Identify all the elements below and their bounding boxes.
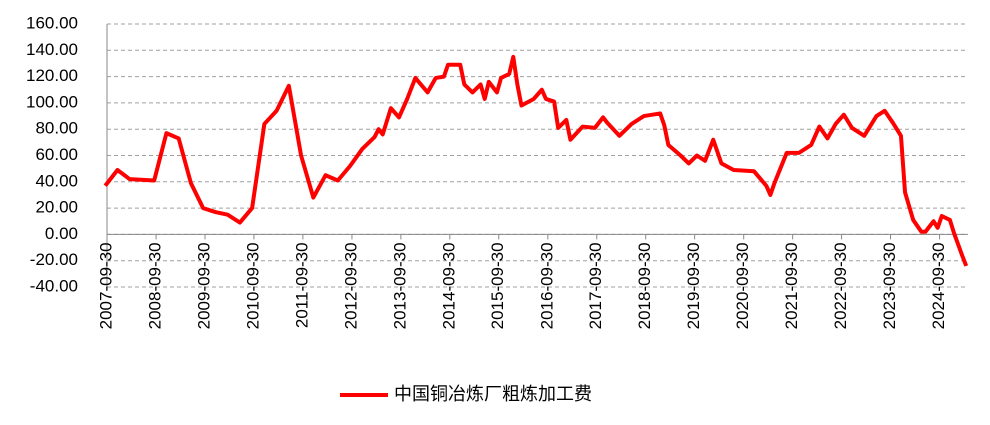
- x-tick-label: 2013-09-30: [390, 242, 409, 329]
- line-series: [103, 54, 969, 267]
- x-tick-label: 2014-09-30: [439, 242, 458, 329]
- x-tick-label: 2016-09-30: [537, 242, 556, 329]
- x-tick-label: 2019-09-30: [684, 242, 703, 329]
- x-tick-label: 2010-09-30: [243, 242, 262, 329]
- x-tick-label: 2008-09-30: [146, 242, 165, 329]
- x-tick-label: 2022-09-30: [831, 242, 850, 329]
- x-tick-label: 2011-09-30: [292, 242, 311, 328]
- y-tick-label: 60.00: [35, 145, 78, 164]
- x-tick-label: 2009-09-30: [194, 242, 213, 329]
- y-tick-label: 100.00: [26, 92, 78, 111]
- x-tick-label: 2007-09-30: [96, 242, 115, 329]
- y-tick-label: -40.00: [30, 276, 78, 295]
- x-tick-label: 2015-09-30: [488, 242, 507, 329]
- y-tick-label: 140.00: [26, 40, 78, 59]
- y-tick-label: 20.00: [35, 198, 78, 217]
- y-tick-label: 120.00: [26, 66, 78, 85]
- x-tick-label: 2012-09-30: [341, 242, 360, 329]
- y-tick-label: -20.00: [30, 250, 78, 269]
- y-tick-label: 80.00: [35, 119, 78, 138]
- legend-label: 中国铜冶炼厂粗炼加工费: [394, 384, 592, 404]
- x-tick-label: 2021-09-30: [782, 242, 801, 329]
- y-tick-label: 0.00: [45, 224, 78, 243]
- x-tick-label: 2024-09-30: [929, 242, 948, 329]
- y-tick-label: 160.00: [26, 13, 78, 32]
- x-tick-label: 2023-09-30: [880, 242, 899, 329]
- x-tick-label: 2017-09-30: [586, 242, 605, 329]
- x-tick-label: 2020-09-30: [733, 242, 752, 329]
- y-tick-label: 40.00: [35, 171, 78, 190]
- x-tick-label: 2018-09-30: [635, 242, 654, 329]
